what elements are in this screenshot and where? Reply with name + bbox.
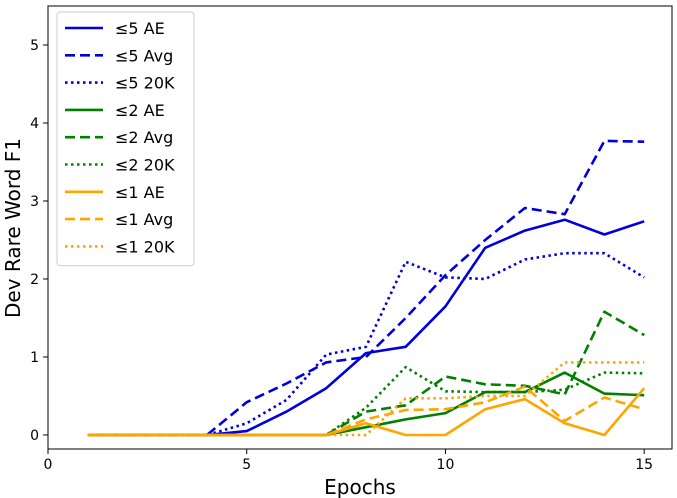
x-tick-label: 10 (437, 457, 455, 473)
x-axis-label: Epochs (324, 475, 396, 498)
legend-label-5: ≤2 Avg (115, 128, 173, 147)
y-tick-label: 1 (30, 350, 39, 366)
series-line-9 (87, 361, 645, 437)
legend-label-6: ≤2 20K (115, 156, 175, 175)
y-tick-label: 0 (30, 428, 39, 444)
legend-box (56, 11, 195, 267)
legend-label-1: ≤5 AE (115, 19, 165, 38)
x-tick-label: 15 (635, 457, 653, 473)
x-tick-label: 0 (44, 457, 53, 473)
series-line-3 (87, 251, 645, 437)
legend: ≤5 AE ≤5 Avg ≤5 20K ≤2 AE ≤2 Avg ≤2 20K ≤1 AE ≤… (56, 11, 195, 267)
series-line-8 (87, 385, 645, 437)
legend-label-4: ≤2 AE (115, 101, 165, 120)
y-tick-label: 4 (30, 116, 39, 132)
y-tick-label: 5 (30, 38, 39, 54)
legend-label-8: ≤1 Avg (115, 210, 173, 229)
legend-label-3: ≤5 20K (115, 74, 175, 93)
legend-label-9: ≤1 20K (115, 237, 175, 256)
x-tick-label: 5 (242, 457, 251, 473)
y-tick-label: 3 (30, 194, 39, 210)
legend-label-7: ≤1 AE (115, 183, 165, 202)
series-layer (87, 139, 646, 437)
ticks-layer: 0 5 10 15 0 1 2 3 4 5 (30, 38, 653, 473)
y-axis-label: Dev Rare Word F1 (1, 138, 25, 318)
y-tick-label: 2 (30, 272, 39, 288)
legend-label-2: ≤5 Avg (115, 46, 173, 65)
